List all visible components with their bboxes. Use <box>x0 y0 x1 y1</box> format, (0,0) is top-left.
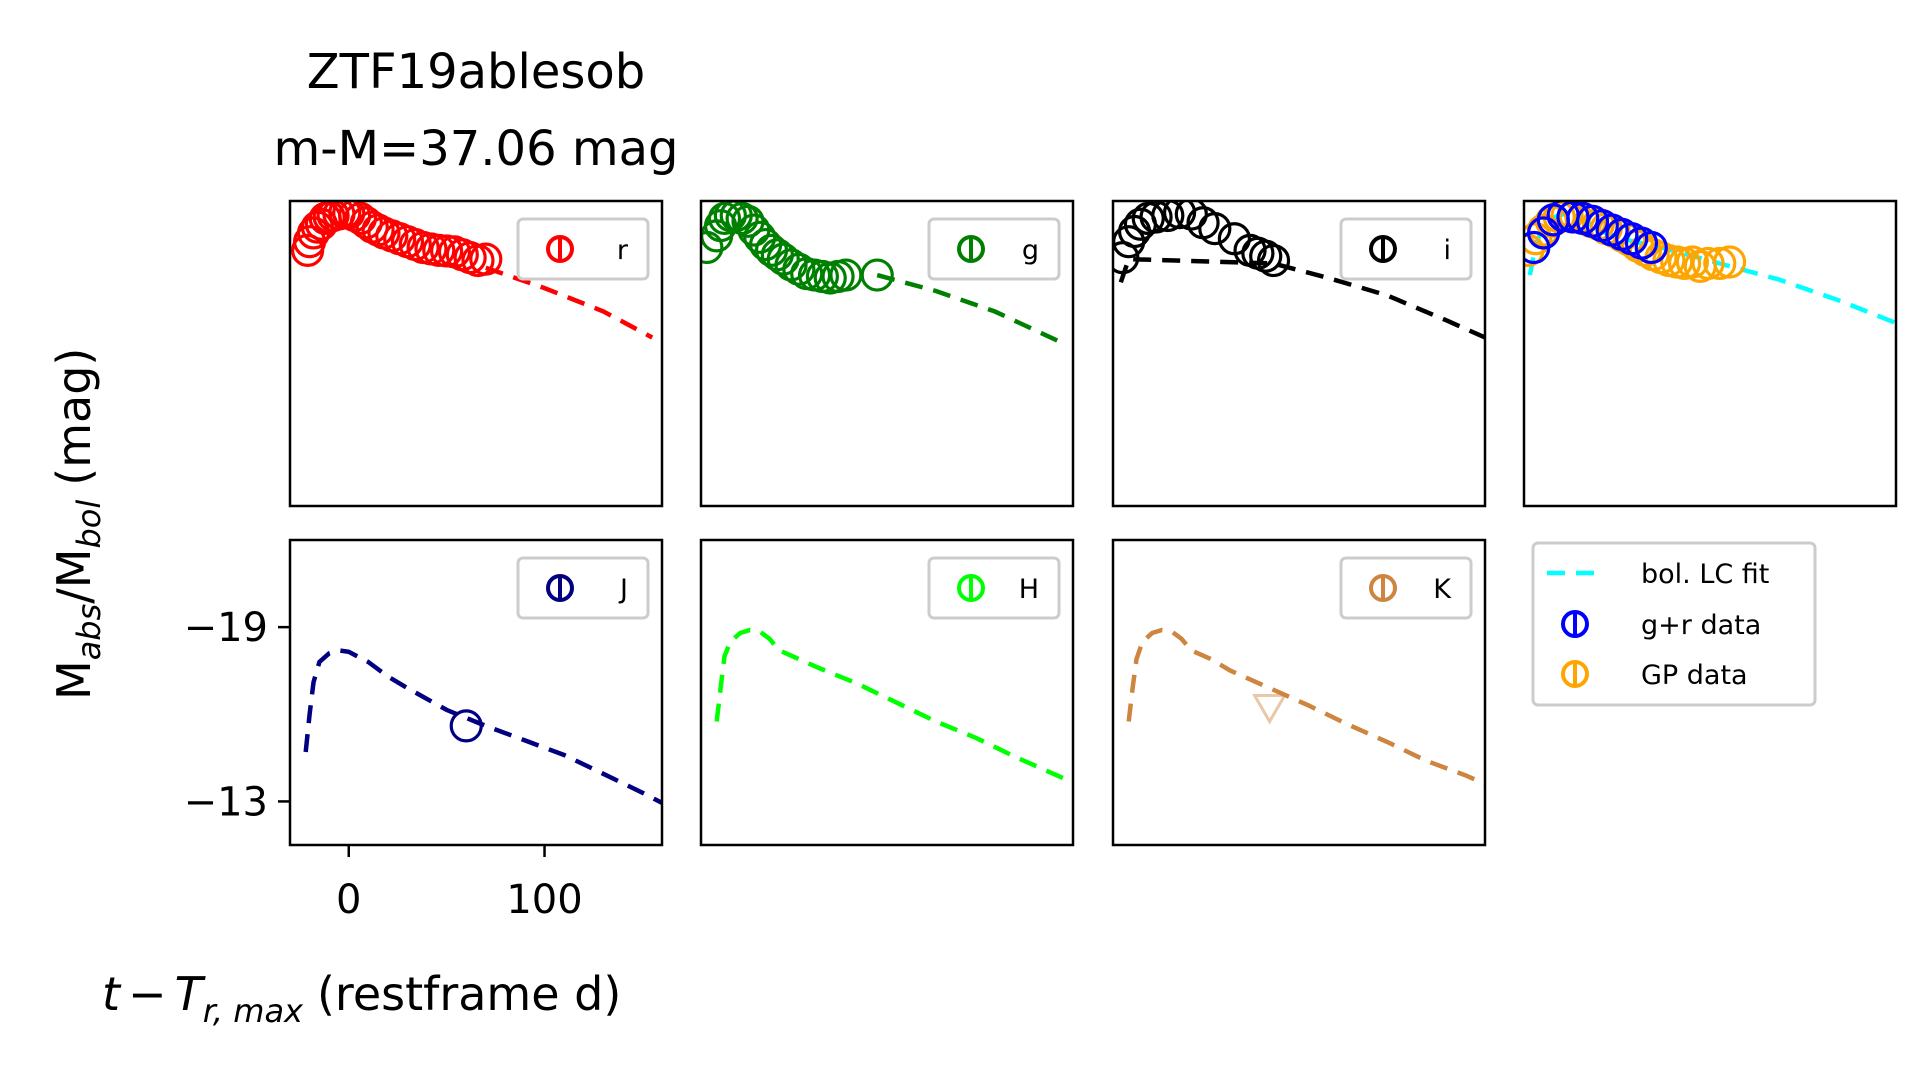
data-point-r <box>316 201 350 233</box>
panel-K: K <box>1111 538 1487 847</box>
data-point-g <box>774 248 808 282</box>
y-tick-label: −19 <box>184 605 268 651</box>
ylabel-sub2: bol <box>70 500 108 549</box>
legend-r: r <box>516 217 650 281</box>
data-point-r <box>469 242 503 276</box>
legend-label-H: H <box>1019 574 1039 605</box>
panel-r-plot-area <box>291 201 654 340</box>
gp-data-point <box>1675 245 1709 279</box>
data-point-i <box>1249 239 1283 273</box>
panel-r-frame <box>288 199 664 508</box>
panel-g-plot-area <box>701 201 1065 346</box>
legend-g: g <box>927 217 1061 281</box>
panel-K-plot-area <box>1126 627 1485 787</box>
main-legend-frame <box>1531 541 1817 707</box>
x-tick-label: 100 <box>506 877 582 923</box>
model-line-g <box>876 272 1065 346</box>
ylabel-m2: /M <box>47 549 101 604</box>
xlabel-t: t <box>102 967 122 1021</box>
ylabel-m1: M <box>47 660 101 700</box>
xlabel-sub: r, max <box>203 992 304 1030</box>
upper-limit-K <box>1252 693 1288 725</box>
ylabel-unit: (mag) <box>47 348 101 486</box>
main-legend-label: bol. LC fit <box>1641 559 1769 590</box>
panel-H: H <box>699 538 1075 847</box>
y-axis-label: Mabs/Mbol (mag) <box>47 348 108 700</box>
model-line-r <box>485 265 654 340</box>
panel-bol <box>1522 199 1898 508</box>
bol-lc-fit-line <box>1527 211 1896 326</box>
main-legend-label: g+r data <box>1641 610 1761 641</box>
panel-i-frame <box>1111 199 1487 508</box>
main-legend: bol. LC fit g+r data GP data <box>1531 541 1817 707</box>
y-tick-label: −13 <box>184 779 268 825</box>
panel-H-plot-area <box>714 627 1073 785</box>
data-point-g <box>860 258 894 292</box>
x-axis-label: t − Tr, max (restframe d) <box>102 967 621 1030</box>
model-line-J <box>303 648 662 805</box>
legend-label-i: i <box>1443 235 1451 266</box>
panel-g: g <box>699 199 1075 508</box>
main-legend-label: GP data <box>1641 660 1748 691</box>
data-point-i <box>1198 211 1232 246</box>
title-line1: ZTF19ablesob <box>307 44 645 100</box>
panels-group: r g i J 0 100 −19 −13 H K <box>184 199 1898 923</box>
gr-data-point <box>1634 230 1668 265</box>
panel-r: r <box>288 199 664 508</box>
panel-bol-frame <box>1522 199 1898 508</box>
panel-K-frame <box>1111 538 1487 847</box>
gp-data-point <box>1691 246 1725 281</box>
xlabel-T: T <box>175 967 207 1021</box>
data-point-i <box>1174 201 1208 231</box>
legend-label-r: r <box>617 235 629 266</box>
legend-label-g: g <box>1022 235 1039 266</box>
panel-i: i <box>1111 199 1487 508</box>
panel-i-plot-area <box>1113 201 1485 340</box>
legend-label-J: J <box>618 574 628 605</box>
panel-J-frame <box>288 538 664 847</box>
svg-text:Mabs/Mbol(mag): Mabs/Mbol (mag) <box>47 348 108 700</box>
ylabel-sub1: abs <box>70 604 108 661</box>
data-point-i <box>1151 201 1185 233</box>
model-line-i <box>1118 256 1485 340</box>
panel-g-frame <box>699 199 1075 508</box>
data-point-i <box>1162 201 1197 230</box>
legend-H: H <box>927 556 1061 620</box>
title-line2: m-M=37.06 mag <box>273 121 678 177</box>
model-line-H <box>714 627 1073 785</box>
data-point-i <box>1256 243 1291 278</box>
panel-H-frame <box>699 538 1075 847</box>
xlabel-unit: (restframe d) <box>317 967 621 1021</box>
legend-label-K: K <box>1433 574 1452 605</box>
data-point-g <box>782 252 816 286</box>
x-tick-label: 0 <box>336 877 361 923</box>
legend-K: K <box>1339 556 1473 620</box>
gp-data-point <box>1712 245 1747 279</box>
panel-J: J 0 100 −19 −13 <box>184 538 664 923</box>
gp-data-point <box>1703 246 1737 281</box>
model-line-K <box>1126 627 1485 787</box>
panel-bol-plot-area <box>1524 201 1896 326</box>
panel-J-plot-area <box>303 648 662 805</box>
data-point-J <box>449 709 483 743</box>
legend-J: J <box>516 556 650 620</box>
legend-i: i <box>1339 217 1473 281</box>
data-point-r <box>343 201 378 236</box>
